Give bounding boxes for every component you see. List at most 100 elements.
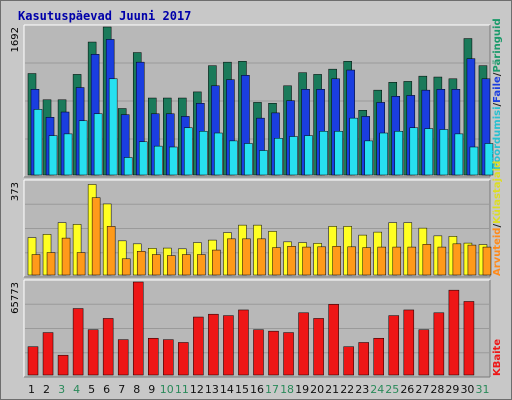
x-tick-label: 26 [400, 383, 414, 396]
x-tick-label: 13 [205, 383, 219, 396]
kbytes-bar [313, 318, 324, 376]
files-bar [469, 146, 479, 176]
files-bar [154, 145, 163, 176]
sites-bar [152, 254, 161, 276]
x-tick-label: 30 [460, 383, 474, 396]
sites-bar [422, 244, 432, 276]
sites-bar [302, 246, 311, 276]
sites-bar [136, 251, 146, 276]
x-tick-label: 4 [73, 383, 80, 396]
files-bar [319, 131, 328, 176]
kbytes-bar [148, 337, 159, 376]
sites-bar [227, 238, 236, 276]
x-tick-label: 23 [355, 383, 369, 396]
files-bar [48, 135, 58, 176]
files-bar [289, 136, 298, 176]
kbytes-bar [403, 309, 415, 376]
kbytes-bar [418, 329, 430, 376]
sites-bar [482, 246, 492, 276]
panel-top-y-max-label: 1692 [10, 27, 21, 52]
files-bar [108, 78, 118, 176]
x-tick-label: 3 [58, 383, 65, 396]
files-bar [304, 135, 313, 176]
kbytes-bar [57, 354, 69, 376]
kbytes-bar [253, 329, 264, 376]
sites-bar [61, 237, 71, 276]
sites-bar [347, 246, 356, 276]
kbytes-bar [448, 289, 460, 376]
legend-top: Pöördumisi/Faile/Päringuid [492, 18, 503, 170]
kbytes-bar [72, 308, 84, 376]
files-bar [379, 132, 388, 176]
sites-bar [392, 246, 402, 276]
kbytes-bar [223, 315, 234, 376]
files-bar [93, 113, 103, 176]
legend-label-visitors: Külastajaid [492, 160, 503, 224]
files-bar [334, 131, 343, 176]
sites-bar [212, 249, 221, 276]
x-tick-label: 9 [148, 383, 155, 396]
kbytes-bar [343, 346, 354, 376]
x-tick-label: 16 [250, 383, 264, 396]
kbytes-bar [298, 312, 309, 376]
files-bar [229, 140, 238, 176]
files-bar [184, 127, 193, 176]
kbytes-bar [433, 312, 445, 376]
x-tick-label: 31 [475, 383, 489, 396]
x-tick-label: 8 [133, 383, 140, 396]
kbytes-bar [102, 318, 114, 376]
kbytes-bar [358, 342, 369, 376]
x-tick-label: 18 [280, 383, 294, 396]
files-bar [214, 132, 223, 176]
kbytes-bar [178, 342, 189, 376]
files-bar [169, 146, 178, 176]
x-tick-label: 25 [385, 383, 399, 396]
sites-bar [121, 258, 131, 276]
sites-bar [467, 244, 477, 276]
files-bar [454, 133, 464, 176]
x-tick-label: 1 [28, 383, 35, 396]
legend-label-files: Faile [492, 76, 503, 103]
files-bar [349, 117, 358, 176]
sites-bar [31, 254, 41, 276]
x-tick-label: 2 [43, 383, 50, 396]
sites-bar [197, 254, 206, 276]
files-bar [424, 128, 434, 176]
x-tick-label: 19 [295, 383, 309, 396]
kbytes-bar [117, 339, 129, 376]
sites-bar [242, 238, 251, 276]
panel-bottom-y-max-label: 65773 [10, 282, 21, 314]
x-tick-label: 11 [175, 383, 189, 396]
files-bar [78, 120, 88, 176]
kbytes-bar [328, 304, 339, 376]
sites-bar [167, 255, 176, 276]
x-tick-label: 24 [370, 383, 384, 396]
kbytes-bar [132, 281, 144, 376]
x-tick-label: 28 [430, 383, 444, 396]
x-tick-label: 5 [88, 383, 95, 396]
kbytes-bar [27, 346, 39, 376]
x-tick-label: 21 [325, 383, 339, 396]
kbytes-bar [208, 313, 219, 376]
panel-middle-y-max-label: 373 [10, 182, 21, 201]
files-bar [199, 131, 208, 176]
files-bar [364, 140, 373, 176]
x-tick-label: 27 [415, 383, 429, 396]
sites-bar [362, 247, 371, 276]
files-bar [409, 127, 419, 176]
sites-bar [332, 246, 341, 276]
legend-bottom: KBaite [492, 339, 503, 376]
files-bar [123, 157, 133, 176]
sites-bar [377, 246, 386, 276]
x-tick-label: 6 [103, 383, 110, 396]
sites-bar [407, 246, 417, 276]
x-tick-label: 29 [445, 383, 459, 396]
sites-bar [437, 246, 447, 276]
x-tick-label: 10 [160, 383, 174, 396]
kbytes-bar [42, 332, 54, 376]
sites-bar [257, 238, 266, 276]
kbytes-bar [193, 316, 204, 376]
page-title: Kasutuspäevad Juuni 2017 [18, 9, 192, 23]
legend-label-kbytes: KBaite [492, 338, 503, 376]
